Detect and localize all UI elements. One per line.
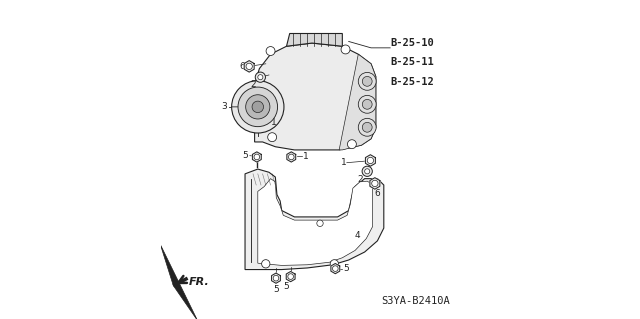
Text: B-25-11: B-25-11 bbox=[390, 57, 434, 67]
Circle shape bbox=[246, 63, 252, 70]
Text: FR.: FR. bbox=[189, 277, 210, 287]
Circle shape bbox=[288, 274, 294, 279]
Text: 2: 2 bbox=[251, 80, 256, 89]
Circle shape bbox=[358, 118, 376, 136]
Text: 1: 1 bbox=[341, 158, 347, 167]
Circle shape bbox=[358, 72, 376, 90]
Circle shape bbox=[358, 95, 376, 113]
Circle shape bbox=[365, 169, 370, 174]
Polygon shape bbox=[252, 152, 261, 162]
Circle shape bbox=[254, 154, 260, 160]
Circle shape bbox=[255, 72, 266, 82]
Circle shape bbox=[273, 275, 279, 281]
Circle shape bbox=[252, 101, 264, 113]
Polygon shape bbox=[339, 54, 376, 150]
Circle shape bbox=[266, 47, 275, 56]
Circle shape bbox=[367, 157, 374, 164]
Circle shape bbox=[341, 45, 350, 54]
Text: 5: 5 bbox=[273, 285, 279, 293]
Polygon shape bbox=[365, 155, 376, 166]
Text: B-25-10: B-25-10 bbox=[390, 38, 434, 48]
Circle shape bbox=[362, 100, 372, 109]
Text: 4: 4 bbox=[355, 231, 360, 240]
Text: 5: 5 bbox=[242, 151, 248, 160]
Text: 6: 6 bbox=[239, 62, 244, 71]
Text: 3: 3 bbox=[221, 102, 227, 111]
Text: 2: 2 bbox=[357, 175, 363, 184]
Polygon shape bbox=[286, 271, 295, 282]
Polygon shape bbox=[287, 33, 342, 46]
Circle shape bbox=[268, 133, 276, 142]
Polygon shape bbox=[370, 178, 380, 189]
Polygon shape bbox=[271, 273, 280, 283]
Circle shape bbox=[362, 166, 372, 176]
Polygon shape bbox=[258, 179, 372, 265]
Text: 1: 1 bbox=[271, 118, 277, 127]
Circle shape bbox=[372, 180, 378, 187]
Text: B-25-12: B-25-12 bbox=[390, 77, 434, 86]
Text: 6: 6 bbox=[374, 189, 380, 198]
Polygon shape bbox=[245, 169, 384, 270]
Polygon shape bbox=[244, 61, 254, 72]
Polygon shape bbox=[331, 263, 340, 274]
Circle shape bbox=[258, 75, 263, 80]
Circle shape bbox=[246, 95, 270, 119]
Polygon shape bbox=[255, 43, 376, 150]
Circle shape bbox=[289, 154, 294, 160]
Circle shape bbox=[362, 77, 372, 86]
Circle shape bbox=[232, 81, 284, 133]
Circle shape bbox=[317, 220, 323, 226]
Circle shape bbox=[333, 266, 338, 271]
Circle shape bbox=[362, 122, 372, 132]
Circle shape bbox=[238, 87, 278, 127]
Text: 5: 5 bbox=[284, 282, 289, 291]
Text: 5: 5 bbox=[344, 264, 349, 273]
Circle shape bbox=[262, 260, 270, 268]
Circle shape bbox=[330, 260, 339, 268]
Text: 1: 1 bbox=[303, 152, 309, 161]
Circle shape bbox=[348, 140, 356, 149]
Text: S3YA-B2410A: S3YA-B2410A bbox=[381, 296, 450, 306]
Polygon shape bbox=[161, 244, 198, 319]
Polygon shape bbox=[287, 152, 296, 162]
